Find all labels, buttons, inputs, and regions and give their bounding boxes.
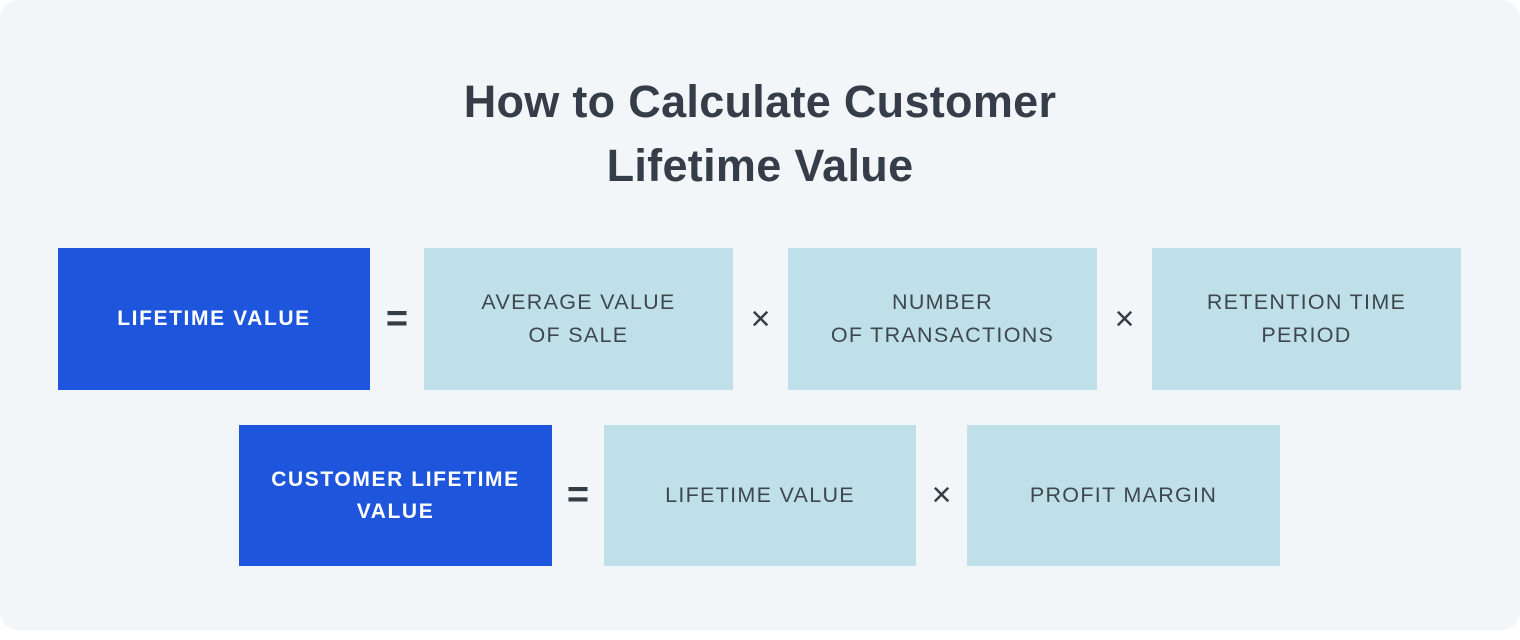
result-label-line1: CUSTOMER LIFETIME <box>271 467 520 491</box>
result-label: LIFETIME VALUE <box>117 307 311 330</box>
page-title-line2: Lifetime Value <box>606 140 914 191</box>
operand-box-lifetime-value: LIFETIME VALUE <box>604 425 916 566</box>
operand-label-line2: OF TRANSACTIONS <box>830 323 1055 347</box>
multiply-operator: × <box>733 248 788 390</box>
operand-label-line1: RETENTION TIME <box>1206 290 1407 314</box>
operand-label-line2: PERIOD <box>1261 323 1352 347</box>
operand-box-average-value-of-sale: AVERAGE VALUE OF SALE <box>424 248 733 390</box>
operand-box-number-of-transactions: NUMBER OF TRANSACTIONS <box>788 248 1097 390</box>
result-box-customer-lifetime-value: CUSTOMER LIFETIME VALUE <box>239 425 552 566</box>
operand-label-line1: PROFIT MARGIN <box>1029 483 1218 507</box>
multiply-glyph: × <box>750 299 771 338</box>
operand-label-line1: LIFETIME VALUE <box>665 483 855 507</box>
equals-operator: = <box>552 425 604 566</box>
operand-label-line1: AVERAGE VALUE <box>481 290 676 314</box>
operand-label-line2: OF SALE <box>528 323 629 347</box>
operand-box-retention-time-period: RETENTION TIME PERIOD <box>1152 248 1461 390</box>
page-title: How to Calculate Customer Lifetime Value <box>0 70 1520 198</box>
multiply-glyph: × <box>1114 299 1135 338</box>
result-box-lifetime-value: LIFETIME VALUE <box>58 248 370 390</box>
equals-glyph: = <box>566 474 590 516</box>
operand-label-line1: NUMBER <box>892 290 993 314</box>
page-title-line1: How to Calculate Customer <box>463 76 1057 127</box>
equals-glyph: = <box>385 297 409 340</box>
equals-operator: = <box>370 248 424 390</box>
operand-box-profit-margin: PROFIT MARGIN <box>967 425 1280 566</box>
multiply-operator: × <box>916 425 967 566</box>
multiply-glyph: × <box>931 476 952 514</box>
result-label-line2: VALUE <box>356 499 435 523</box>
multiply-operator: × <box>1097 248 1152 390</box>
